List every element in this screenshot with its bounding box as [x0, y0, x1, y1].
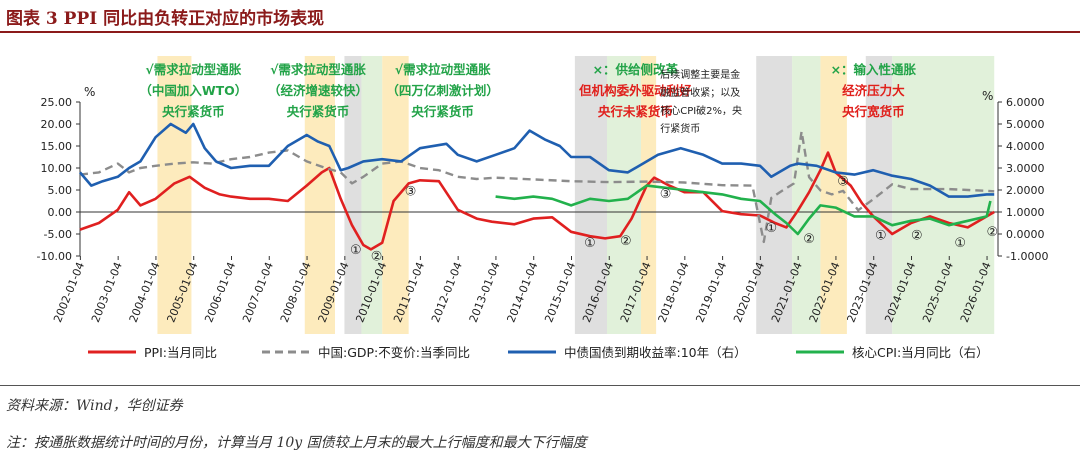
x-tick-label: 2015-01-04 — [542, 260, 578, 324]
y-right-tick-label: 1.0000 — [1006, 206, 1045, 219]
annotation-4-line-2: 核心CPI破2%，央 — [660, 104, 742, 117]
circle-marker: ③ — [405, 184, 417, 199]
annotation-5-line-0: ×：输入性通胀 — [831, 62, 917, 77]
y-left-tick-label: 10.00 — [41, 162, 73, 175]
circle-marker: ① — [875, 228, 887, 243]
annotation-0-line-0: √需求拉动型通胀 — [145, 62, 241, 77]
annotation-0-line-1: （中国加入WTO） — [139, 83, 247, 98]
legend-label-3: 核心CPI:当月同比（右） — [852, 345, 989, 360]
x-tick-label: 2004-01-04 — [127, 260, 163, 324]
annotation-4-line-1: 融监管收紧；以及 — [660, 86, 740, 99]
legend-label-2: 中债国债到期收益率:10年（右） — [564, 345, 747, 360]
y-left-tick-label: -10.00 — [37, 250, 72, 263]
x-tick-label: 2006-01-04 — [202, 260, 238, 324]
annotation-2-line-0: √需求拉动型通胀 — [395, 62, 491, 77]
x-tick-label: 2014-01-04 — [504, 260, 540, 324]
ppi-market-chart: -10.00 -5.00 0.00 5.00 10.00 15.00 20.00 25.00 -… — [37, 56, 1048, 360]
y-right-tick-label: 4.0000 — [1006, 140, 1045, 153]
y-right-tick-label: 0.0000 — [1006, 228, 1045, 241]
y-left-tick-label: 0.00 — [48, 206, 73, 219]
circle-marker: ② — [371, 249, 383, 264]
y-right-tick-label: 5.0000 — [1006, 118, 1045, 131]
shaded-region-1 — [304, 56, 335, 334]
annotation-4-line-0: 后续调整主要是金 — [660, 68, 740, 81]
y-right-tick-label: 3.0000 — [1006, 162, 1045, 175]
chart-title: 图表 3 PPI 同比由负转正对应的市场表现 — [6, 9, 325, 29]
annotation-2-line-2: 央行紧货币 — [411, 104, 474, 119]
annotation-2-line-1: （四万亿刺激计划） — [386, 83, 499, 98]
x-tick-label: 2018-01-04 — [656, 260, 692, 324]
footnote: 注：按通胀数据统计时间的月份，计算当月 10y 国债较上月末的最大上行幅度和最大… — [6, 435, 587, 451]
x-tick-label: 2012-01-04 — [429, 260, 465, 324]
y-left-tick-label: 15.00 — [41, 140, 73, 153]
x-tick-label: 2002-01-04 — [51, 260, 87, 324]
series-line-3 — [495, 184, 992, 236]
y-left-tick-label: 25.00 — [41, 96, 73, 109]
circle-marker: ② — [620, 234, 632, 249]
x-tick-label: 2019-01-04 — [693, 260, 729, 324]
annotation-1-line-2: 央行紧货币 — [287, 104, 350, 119]
circle-marker: ③ — [660, 187, 672, 202]
annotation-5-line-2: 央行宽货币 — [842, 104, 905, 119]
y-right-tick-label: -1.0000 — [1006, 250, 1048, 263]
legend-label-0: PPI:当月同比 — [144, 345, 217, 360]
y-right-tick-label: 2.0000 — [1006, 184, 1045, 197]
circle-marker: ① — [350, 243, 362, 258]
shaded-region-4 — [382, 56, 409, 334]
circle-marker: ③ — [837, 175, 849, 190]
series-line-0 — [79, 151, 995, 251]
legend-label-1: 中国:GDP:不变价:当季同比 — [318, 345, 470, 360]
shaded-region-7 — [641, 56, 657, 334]
circle-marker: ② — [803, 232, 815, 247]
annotation-3-line-1: 但机构委外驱动利好 — [578, 83, 692, 98]
shaded-region-2 — [344, 56, 362, 334]
shaded-region-5 — [574, 56, 607, 334]
series-line-2 — [79, 122, 995, 198]
annotation-1-line-0: √需求拉动型通胀 — [270, 62, 366, 77]
y-left-tick-label: 5.00 — [48, 184, 73, 197]
annotation-3-line-0: ×：供给侧改革 — [593, 62, 679, 77]
shaded-region-8 — [756, 56, 793, 334]
series-line-1 — [79, 130, 995, 244]
annotation-5-line-1: 经济压力大 — [842, 83, 905, 98]
x-tick-label: 2003-01-04 — [89, 260, 125, 324]
circle-marker: ② — [911, 228, 923, 243]
series-lines — [79, 122, 995, 251]
shaded-region-3 — [361, 56, 383, 334]
source-note: 资料来源：Wind，华创证券 — [6, 398, 183, 414]
annotation-4-line-3: 行紧货币 — [660, 122, 700, 135]
bottom-divider — [0, 385, 1080, 386]
annotation-1-line-1: （经济增速较快） — [268, 83, 368, 98]
annotation-3-line-2: 央行未紧货币 — [598, 104, 673, 119]
shaded-region-0 — [157, 56, 192, 334]
legend: PPI:当月同比 中国:GDP:不变价:当季同比 中债国债到期收益率:10年（右） 核… — [88, 345, 989, 360]
y-left-unit: % — [84, 85, 95, 99]
y-left-tick-label: -5.00 — [44, 228, 72, 241]
circle-marker: ① — [954, 236, 966, 251]
title-divider — [0, 31, 1080, 33]
annotation-0-line-2: 央行紧货币 — [162, 104, 225, 119]
y-right-unit: % — [982, 89, 993, 103]
circle-marker: ① — [584, 236, 596, 251]
y-right-tick-label: 6.0000 — [1006, 96, 1045, 109]
x-tick-label: 2013-01-04 — [467, 260, 503, 324]
circle-marker: ① — [766, 221, 778, 236]
y-left-tick-label: 20.00 — [41, 118, 73, 131]
x-tick-label: 2007-01-04 — [240, 260, 276, 324]
circle-marker: ② — [987, 225, 999, 240]
